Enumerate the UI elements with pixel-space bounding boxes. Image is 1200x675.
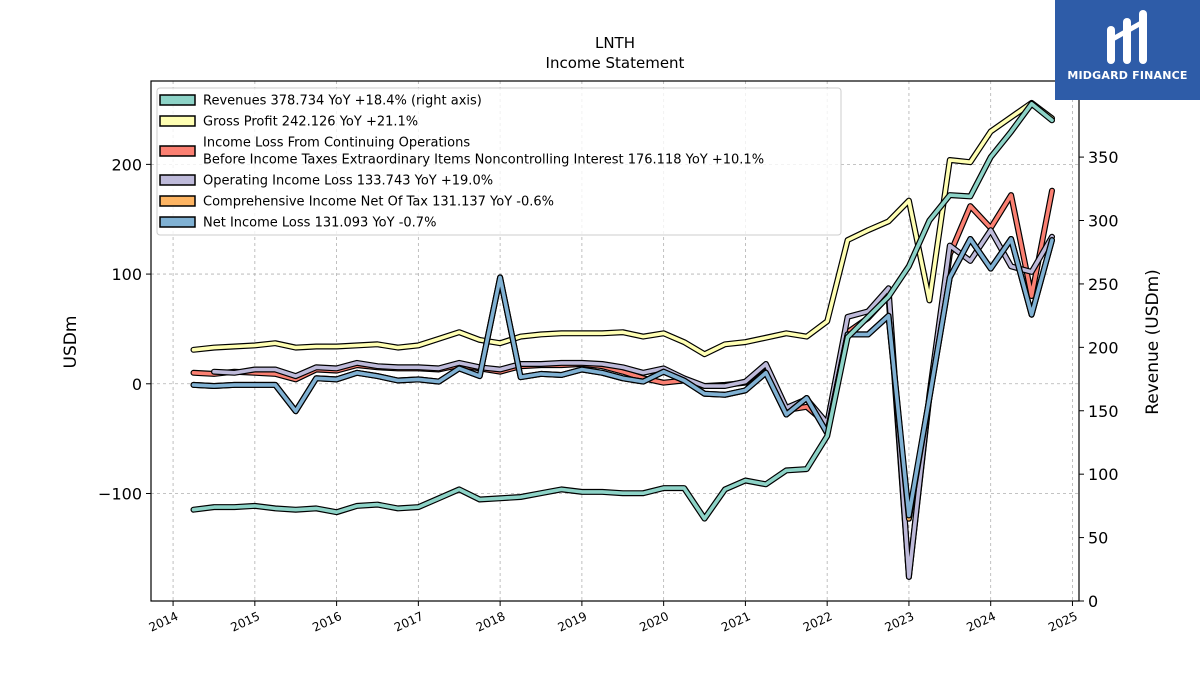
y-left-tick-label: 200 bbox=[111, 155, 142, 174]
y-left-tick-label: 100 bbox=[111, 265, 142, 284]
x-tick-label: 2024 bbox=[964, 609, 998, 635]
legend-label: Net Income Loss 131.093 YoY -0.7% bbox=[203, 216, 436, 231]
series-0-line bbox=[191, 102, 1054, 521]
legend-label: Gross Profit 242.126 YoY +21.1% bbox=[203, 115, 418, 130]
midgard-finance-logo: MIDGARD FINANCE bbox=[1055, 0, 1200, 100]
y-right-tick-label: 300 bbox=[1088, 212, 1119, 231]
y-right-tick-label: 50 bbox=[1088, 529, 1108, 548]
legend: Revenues 378.734 YoY +18.4% (right axis)… bbox=[156, 87, 842, 236]
logo-mark-icon bbox=[1107, 10, 1147, 64]
y-right-tick-label: 0 bbox=[1088, 592, 1098, 611]
x-tick-label: 2020 bbox=[637, 609, 671, 635]
x-tick-label: 2025 bbox=[1046, 609, 1080, 635]
y-right-tick-label: 250 bbox=[1088, 275, 1119, 294]
x-tick-label: 2022 bbox=[801, 609, 835, 635]
x-tick-label: 2014 bbox=[147, 609, 181, 635]
x-tick-label: 2016 bbox=[310, 609, 344, 635]
x-tick-label: 2023 bbox=[883, 609, 917, 635]
series-1-line bbox=[191, 101, 1054, 356]
series-lines bbox=[190, 99, 1055, 580]
chart-title: LNTH bbox=[595, 34, 635, 52]
legend-swatch bbox=[159, 94, 196, 106]
legend-label: Income Loss From Continuing Operations bbox=[203, 136, 470, 151]
legend-label: Before Income Taxes Extraordinary Items … bbox=[203, 153, 764, 168]
legend-swatch bbox=[159, 174, 196, 186]
y-axis-left-label: USDm bbox=[61, 316, 81, 369]
legend-label: Revenues 378.734 YoY +18.4% (right axis) bbox=[203, 94, 482, 109]
legend-swatch bbox=[159, 195, 196, 207]
series-2-outline bbox=[190, 187, 1055, 580]
legend-swatch bbox=[159, 216, 196, 228]
chart-subtitle: Income Statement bbox=[546, 54, 685, 72]
logo-text: MIDGARD FINANCE bbox=[1067, 69, 1188, 82]
series-3-line bbox=[212, 228, 1054, 579]
y-left-tick-label: 0 bbox=[132, 375, 142, 394]
legend-box bbox=[156, 87, 842, 236]
legend-swatch bbox=[159, 115, 196, 127]
y-left-tick-label: −100 bbox=[98, 484, 142, 503]
x-tick-label: 2015 bbox=[229, 609, 263, 635]
x-tick-label: 2018 bbox=[474, 609, 508, 635]
y-right-tick-label: 100 bbox=[1088, 465, 1119, 484]
x-tick-label: 2019 bbox=[556, 609, 590, 635]
plot-frame bbox=[150, 80, 1080, 602]
y-right-tick-label: 200 bbox=[1088, 338, 1119, 357]
legend-label: Operating Income Loss 133.743 YoY +19.0% bbox=[203, 174, 493, 189]
y-axis-right-label: Revenue (USDm) bbox=[1143, 269, 1163, 415]
y-right-tick-label: 350 bbox=[1088, 148, 1119, 167]
x-tick-label: 2017 bbox=[392, 609, 426, 635]
y-right-tick-label: 150 bbox=[1088, 402, 1119, 421]
legend-swatch bbox=[159, 145, 196, 157]
series-2-line bbox=[191, 188, 1054, 579]
series-5-line bbox=[191, 237, 1054, 518]
legend-label: Comprehensive Income Net Of Tax 131.137 … bbox=[203, 195, 554, 210]
x-tick-label: 2021 bbox=[719, 609, 753, 635]
